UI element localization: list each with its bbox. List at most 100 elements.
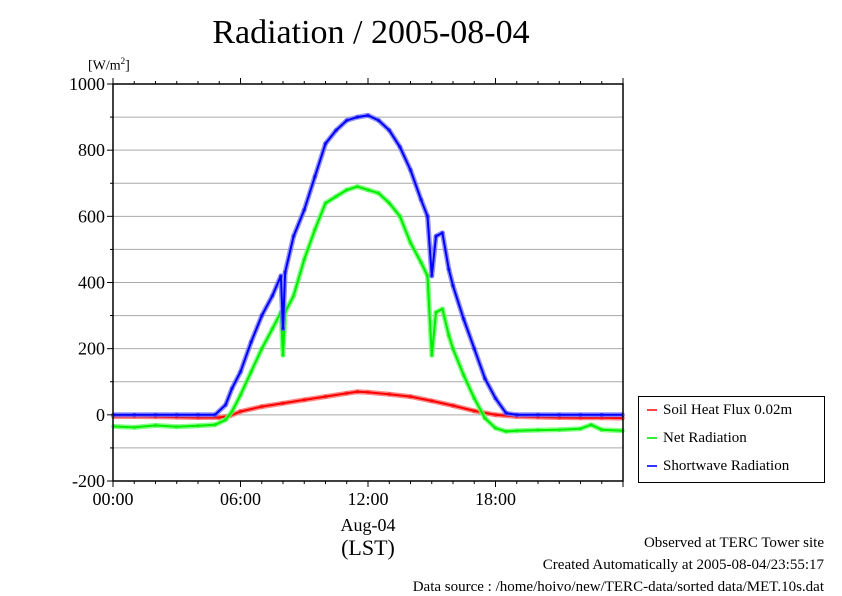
data-point xyxy=(213,422,217,427)
legend-item-shortwave-radiation: Shortwave Radiation xyxy=(647,458,789,475)
data-point xyxy=(434,310,438,315)
data-point xyxy=(451,283,455,288)
y-tick-label: 400 xyxy=(78,273,105,293)
legend: Soil Heat Flux 0.02m Net Radiation Short… xyxy=(638,396,825,483)
data-point xyxy=(270,326,275,331)
data-point xyxy=(344,118,349,123)
data-point xyxy=(217,415,222,420)
data-point xyxy=(281,353,285,358)
x-tick-label: 12:00 xyxy=(347,489,388,509)
data-point xyxy=(230,409,234,414)
data-point xyxy=(230,386,234,391)
y-tick-label: 600 xyxy=(78,206,105,226)
data-point xyxy=(599,412,604,417)
data-point xyxy=(536,428,540,432)
y-unit-end: ] xyxy=(125,58,130,74)
data-point xyxy=(323,394,328,399)
data-point xyxy=(493,396,498,401)
data-point xyxy=(429,353,434,358)
data-point xyxy=(270,293,275,298)
data-point xyxy=(355,389,360,394)
data-point xyxy=(334,194,339,199)
y-tick-label: 200 xyxy=(78,339,105,359)
data-point xyxy=(238,369,243,374)
data-point xyxy=(249,369,254,374)
data-point xyxy=(213,412,217,417)
data-point xyxy=(472,396,477,401)
data-point xyxy=(278,273,283,278)
data-point xyxy=(434,234,438,239)
data-point xyxy=(132,425,137,430)
data-point xyxy=(291,293,296,298)
series-line-2 xyxy=(113,114,623,416)
data-point xyxy=(419,197,424,202)
data-point xyxy=(196,423,200,428)
footer-observed: Observed at TERC Tower site xyxy=(643,535,824,551)
data-point xyxy=(429,273,434,278)
data-point xyxy=(440,230,445,235)
footer-created: Created Automatically at 2005-08-04/23:5… xyxy=(542,557,824,573)
y-unit-base: [W/m xyxy=(88,58,121,74)
legend-swatch-green xyxy=(647,436,657,439)
data-point xyxy=(312,174,317,179)
data-point xyxy=(302,257,307,262)
data-point xyxy=(281,401,285,406)
data-point xyxy=(472,346,477,351)
data-point xyxy=(482,416,487,421)
data-point xyxy=(302,207,307,212)
axes xyxy=(107,78,624,487)
data-point xyxy=(425,273,430,278)
data-point xyxy=(408,168,413,172)
data-point xyxy=(387,128,392,133)
legend-swatch-red xyxy=(647,408,657,411)
data-point xyxy=(536,412,540,417)
data-point xyxy=(446,333,451,338)
legend-label: Shortwave Radiation xyxy=(663,458,790,474)
data-point xyxy=(312,227,317,232)
data-point xyxy=(153,412,158,417)
x-tick-label: 18:00 xyxy=(475,489,516,509)
data-point xyxy=(451,346,455,351)
x-tick-label: 06:00 xyxy=(220,489,261,509)
chart-title: Radiation / 2005-08-04 xyxy=(212,14,530,51)
data-point xyxy=(578,426,583,431)
data-point xyxy=(238,393,243,397)
data-point xyxy=(238,409,243,414)
legend-label: Net Radiation xyxy=(663,430,747,446)
x-tick-label: 00:00 xyxy=(92,489,133,509)
data-point xyxy=(376,118,381,123)
series-band-2 xyxy=(113,112,623,418)
data-point xyxy=(344,391,349,396)
y-tick-label: 800 xyxy=(78,140,105,160)
data-point xyxy=(461,373,466,378)
x-axis-timezone-label: (LST) xyxy=(341,535,395,560)
x-axis-date-label: Aug-04 xyxy=(340,515,396,535)
data-point xyxy=(174,412,179,417)
data-point xyxy=(323,141,328,146)
legend-item-soil-heat-flux: Soil Heat Flux 0.02m xyxy=(647,402,792,419)
data-point xyxy=(419,260,424,265)
data-point xyxy=(281,326,285,331)
data-point xyxy=(355,184,360,189)
data-point xyxy=(249,340,254,344)
data-point xyxy=(366,390,370,395)
data-point xyxy=(259,313,264,318)
data-point xyxy=(387,201,392,206)
data-point xyxy=(334,128,339,133)
data-point xyxy=(323,201,328,206)
data-point xyxy=(283,270,288,275)
data-point xyxy=(557,412,562,417)
data-point xyxy=(461,316,466,321)
data-point xyxy=(493,426,498,430)
data-point xyxy=(397,214,402,219)
data-point xyxy=(578,412,583,417)
series-lines xyxy=(111,112,625,434)
data-point xyxy=(366,187,370,192)
data-point xyxy=(153,423,158,428)
data-point xyxy=(504,411,509,416)
data-point xyxy=(446,267,451,272)
y-tick-label: 1000 xyxy=(69,74,105,94)
data-point xyxy=(429,399,434,403)
data-point xyxy=(440,307,445,311)
